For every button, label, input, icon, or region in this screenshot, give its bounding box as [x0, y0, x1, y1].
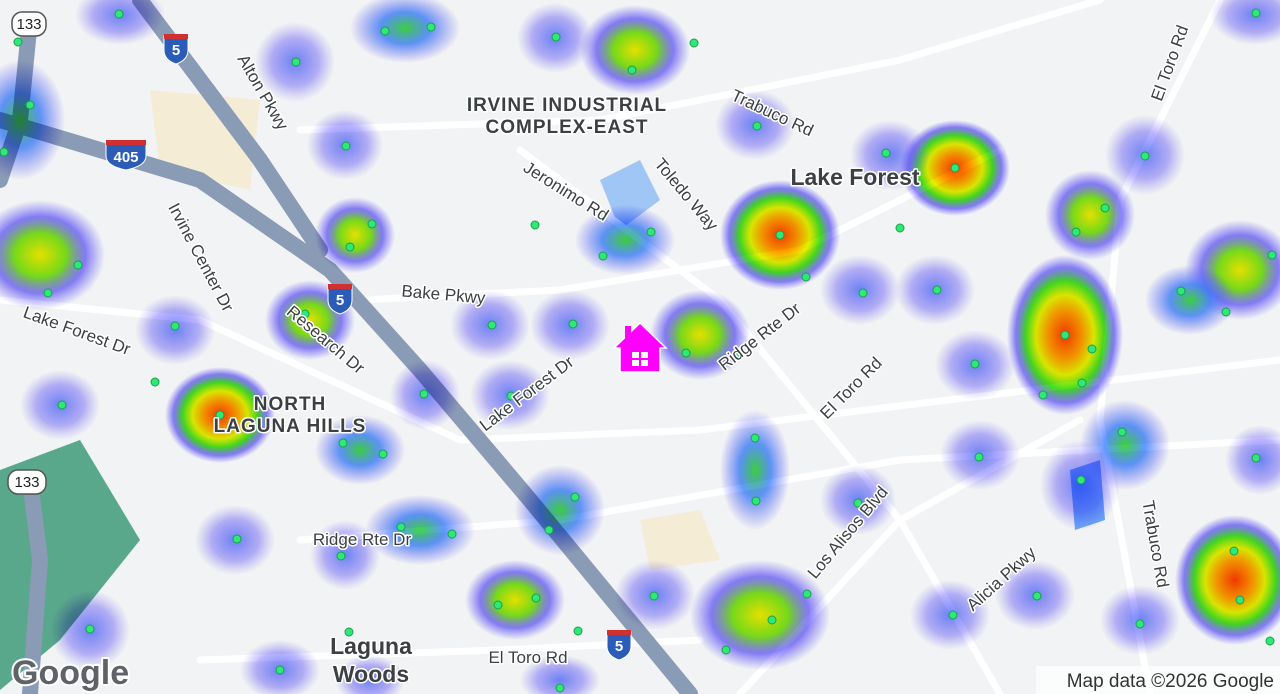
attribution[interactable]: Map data ©2026 Google	[1067, 671, 1274, 692]
road-label: El Toro Rd	[488, 648, 567, 667]
google-logo: Google	[12, 654, 129, 692]
road-label: Ridge Rte Dr	[313, 530, 412, 549]
shield-label: 133	[14, 474, 39, 491]
area-label: NORTH	[254, 394, 327, 415]
shield-label: 405	[113, 149, 138, 166]
city-label: Laguna	[330, 633, 412, 659]
shield-label: 5	[172, 42, 180, 59]
points	[0, 8, 1277, 693]
area-label: COMPLEX-EAST	[486, 117, 649, 138]
city-label: Lake Forest	[790, 164, 919, 190]
area-label: IRVINE INDUSTRIAL	[467, 95, 667, 116]
area-label: LAGUNA HILLS	[214, 416, 367, 437]
city-label: Woods	[333, 661, 409, 687]
shield-label: 5	[336, 292, 344, 309]
attribution-bg	[1036, 666, 1280, 694]
shields: 133 133 5 405 5 5	[7, 11, 632, 661]
shield-label: 5	[615, 638, 623, 655]
shield-label: 133	[16, 16, 41, 33]
home-marker	[612, 321, 668, 373]
